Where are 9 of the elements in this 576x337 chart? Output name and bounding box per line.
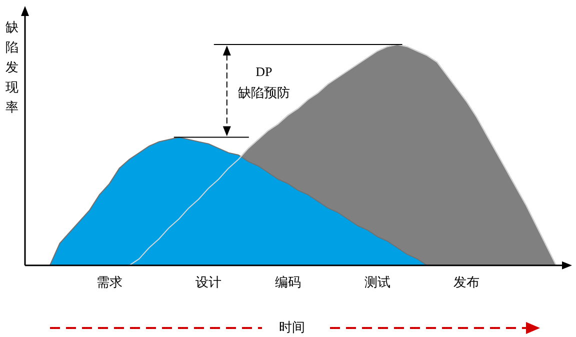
x-tick-label: 需求 xyxy=(96,274,122,290)
x-tick-label: 设计 xyxy=(196,274,222,290)
x-tick-label: 发布 xyxy=(454,274,480,290)
x-tick-label: 测试 xyxy=(364,274,390,290)
x-tick-label: 编码 xyxy=(275,274,302,290)
y-axis-title: 缺陷发现率 xyxy=(6,19,18,114)
annotation: DP xyxy=(256,64,272,79)
text: 时间 xyxy=(279,319,305,334)
annotation: 缺陷预防 xyxy=(238,84,290,100)
